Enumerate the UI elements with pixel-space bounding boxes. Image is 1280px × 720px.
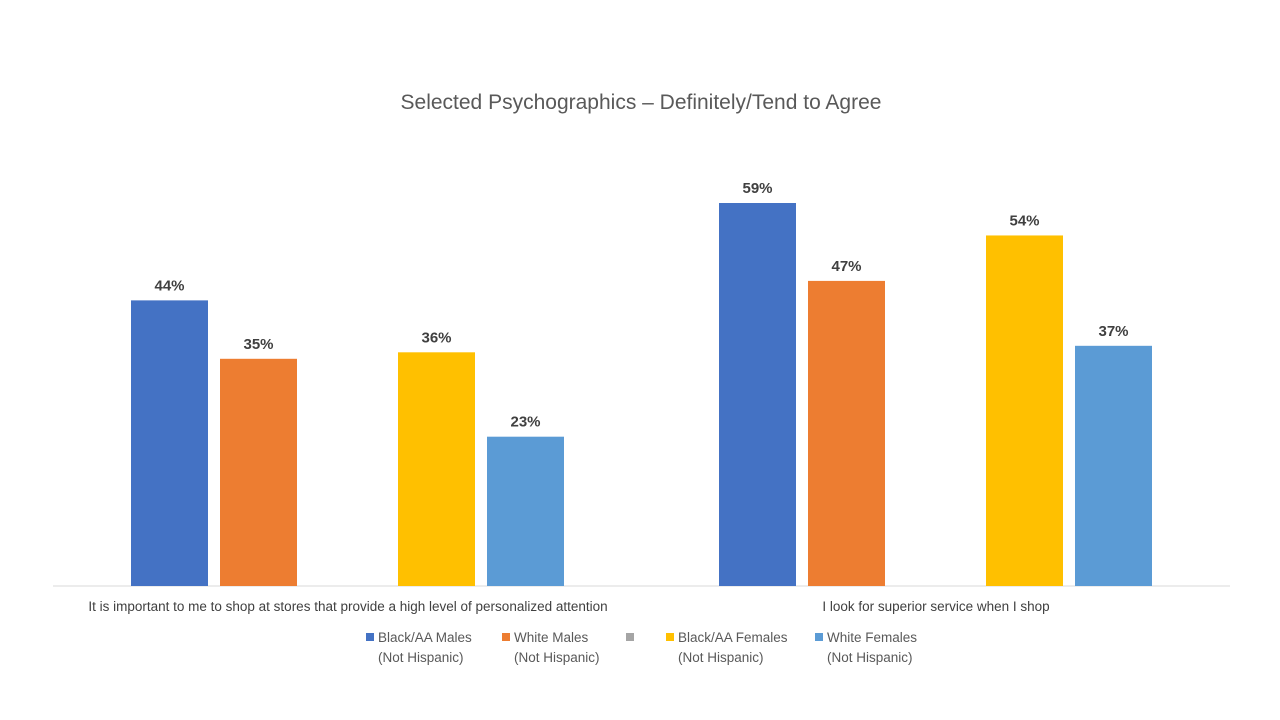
bar-series-1-cat-1 bbox=[808, 280, 885, 586]
legend-label: Black/AA Females bbox=[678, 630, 788, 645]
legend-label: White Females bbox=[827, 630, 917, 645]
data-label: 23% bbox=[510, 414, 540, 431]
bar-series-3-cat-0 bbox=[398, 352, 475, 586]
bars-group bbox=[131, 203, 1152, 586]
legend-label: (Not Hispanic) bbox=[827, 650, 913, 665]
chart-title: Selected Psychographics – Definitely/Ten… bbox=[401, 91, 882, 114]
category-labels-group: It is important to me to shop at stores … bbox=[88, 599, 1049, 614]
data-label: 54% bbox=[1009, 212, 1039, 229]
legend-label: (Not Hispanic) bbox=[378, 650, 464, 665]
data-label: 35% bbox=[243, 336, 273, 353]
category-label: I look for superior service when I shop bbox=[822, 599, 1049, 614]
data-label: 37% bbox=[1098, 323, 1128, 340]
data-label: 36% bbox=[421, 329, 451, 346]
legend-label: (Not Hispanic) bbox=[514, 650, 600, 665]
legend-swatch bbox=[502, 633, 510, 641]
legend: Black/AA Males (Not Hispanic) White Males (… bbox=[366, 630, 917, 665]
data-labels-group: 44% 59% 35% 47% 36% 54% 23% 37% bbox=[154, 180, 1128, 431]
bar-series-0-cat-1 bbox=[719, 203, 796, 586]
data-label: 44% bbox=[154, 277, 184, 294]
bar-series-1-cat-0 bbox=[220, 358, 297, 586]
legend-swatch bbox=[626, 633, 634, 641]
legend-label: Black/AA Males bbox=[378, 630, 472, 645]
data-label: 59% bbox=[742, 180, 772, 197]
legend-label: (Not Hispanic) bbox=[678, 650, 764, 665]
data-label: 47% bbox=[831, 258, 861, 275]
bar-series-0-cat-0 bbox=[131, 300, 208, 586]
category-label: It is important to me to shop at stores … bbox=[88, 599, 607, 614]
bar-series-3-cat-1 bbox=[986, 235, 1063, 586]
legend-swatch bbox=[666, 633, 674, 641]
legend-label: White Males bbox=[514, 630, 589, 645]
bar-series-4-cat-1 bbox=[1075, 345, 1152, 586]
bar-series-4-cat-0 bbox=[487, 436, 564, 586]
legend-swatch bbox=[815, 633, 823, 641]
legend-swatch bbox=[366, 633, 374, 641]
